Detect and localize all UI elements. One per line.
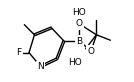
Text: O: O — [88, 47, 94, 56]
Text: HO: HO — [72, 8, 86, 17]
Text: HO: HO — [68, 58, 82, 67]
Text: F: F — [16, 48, 21, 57]
Text: O: O — [76, 19, 83, 28]
Text: N: N — [37, 62, 44, 71]
Text: B: B — [76, 36, 82, 46]
